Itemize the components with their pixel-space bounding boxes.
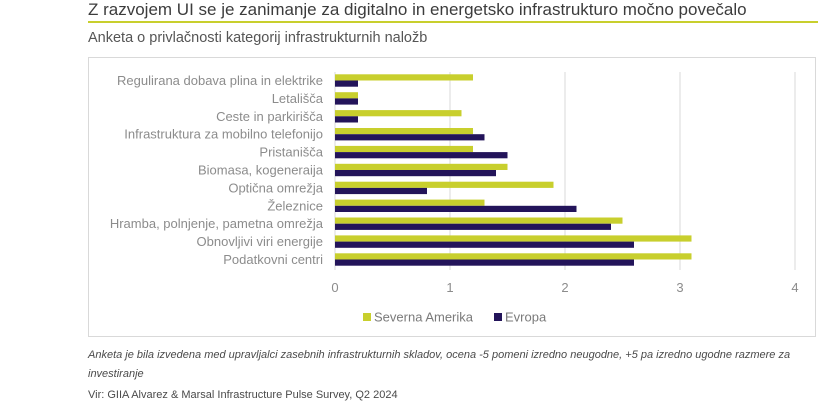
x-tick-label: 1	[446, 280, 453, 295]
bar-evropa	[335, 98, 358, 105]
bar-evropa	[335, 80, 358, 87]
bar-severna-amerika	[335, 110, 462, 117]
bar-severna-amerika	[335, 199, 485, 206]
category-label: Regulirana dobava plina in elektrike	[117, 73, 323, 88]
source-note: Vir: GIIA Alvarez & Marsal Infrastructur…	[88, 389, 398, 401]
category-label: Podatkovni centri	[223, 252, 323, 267]
category-label: Železnice	[267, 198, 323, 213]
footnote: Anketa je bila izvedena med upravljalci …	[88, 349, 791, 380]
bar-severna-amerika	[335, 181, 554, 188]
category-label: Obnovljivi viri energije	[197, 234, 323, 249]
title-divider	[88, 21, 818, 23]
chart-title: Z razvojem UI se je zanimanje za digital…	[88, 0, 747, 19]
bar-evropa	[335, 152, 508, 159]
category-label: Infrastruktura za mobilno telefonijo	[124, 127, 323, 142]
bar-severna-amerika	[335, 128, 473, 135]
bar-severna-amerika	[335, 92, 358, 99]
bar-evropa	[335, 116, 358, 123]
category-label: Letališča	[272, 91, 324, 106]
category-label: Pristanišča	[259, 145, 323, 160]
bar-evropa	[335, 259, 634, 266]
category-label: Ceste in parkirišča	[216, 109, 324, 124]
x-tick-label: 2	[561, 280, 568, 295]
x-tick-label: 0	[331, 280, 338, 295]
legend-label: Evropa	[505, 310, 547, 325]
category-label: Biomasa, kogeneraija	[198, 163, 324, 178]
legend-label: Severna Amerika	[374, 310, 474, 325]
bar-evropa	[335, 187, 427, 195]
bar-severna-amerika	[335, 74, 473, 81]
category-label: Hramba, polnjenje, pametna omrežja	[110, 216, 324, 231]
bar-evropa	[335, 170, 496, 177]
x-tick-label: 3	[676, 280, 683, 295]
bar-evropa	[335, 241, 634, 248]
bar-severna-amerika	[335, 145, 473, 153]
bar-evropa	[335, 205, 577, 212]
bar-severna-amerika	[335, 253, 692, 260]
chart-subtitle: Anketa o privlačnosti kategorij infrastr…	[88, 30, 428, 46]
bar-severna-amerika	[335, 217, 623, 224]
bar-evropa	[335, 223, 611, 230]
bar-evropa	[335, 134, 485, 141]
bar-severna-amerika	[335, 163, 508, 170]
category-label: Optična omrežja	[228, 180, 323, 195]
legend-swatch	[494, 313, 502, 321]
chart-frame	[88, 57, 816, 337]
bar-severna-amerika	[335, 235, 692, 242]
x-tick-label: 4	[791, 280, 798, 295]
bar-chart: 0 1 2 3 4 Regulirana dobava plina in elektrik…	[110, 72, 799, 325]
legend-swatch	[363, 313, 371, 321]
